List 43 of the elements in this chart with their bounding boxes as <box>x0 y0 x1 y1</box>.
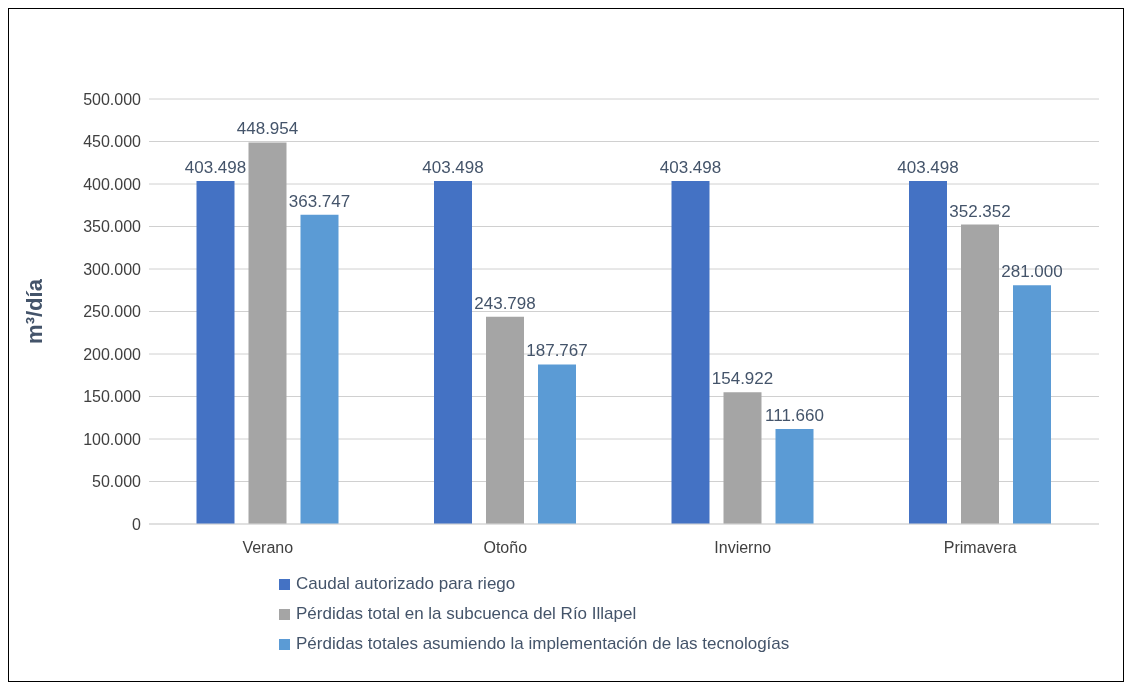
data-label: 281.000 <box>1001 262 1063 282</box>
data-label: 403.498 <box>184 158 247 178</box>
y-tick-label: 100.000 <box>83 430 142 448</box>
data-label: 403.498 <box>659 158 722 178</box>
y-tick-label: 400.000 <box>83 175 142 193</box>
bar <box>723 392 762 524</box>
legend-label: Pérdidas total en la subcuenca del Río Illapel <box>296 604 637 624</box>
bar <box>961 224 999 524</box>
legend-label: Pérdidas totales asumiendo la implementación de las tecnologías <box>296 634 790 654</box>
x-tick-label: Verano <box>242 539 294 557</box>
data-label: 243.798 <box>474 293 536 313</box>
data-label: 363.747 <box>288 191 351 211</box>
x-tick-label: Otoño <box>483 539 528 557</box>
bar <box>775 429 814 524</box>
data-label: 187.767 <box>526 341 588 361</box>
bar <box>486 316 524 524</box>
x-tick-label: Primavera <box>943 539 1017 557</box>
y-tick-label: 150.000 <box>83 388 142 406</box>
y-axis-title: m³/día <box>21 278 47 344</box>
bar <box>1013 285 1051 524</box>
bar <box>434 181 472 524</box>
data-label: 111.660 <box>765 406 824 426</box>
data-label: 352.352 <box>949 201 1011 221</box>
y-tick-label: 250.000 <box>83 303 142 321</box>
y-tick-label: 200.000 <box>83 345 142 363</box>
bar <box>300 214 339 524</box>
data-label: 403.498 <box>897 158 959 178</box>
bar <box>671 181 710 524</box>
bar <box>248 142 287 524</box>
x-tick-label: Invierno <box>714 539 772 557</box>
y-tick-label: 300.000 <box>83 260 142 278</box>
legend-label: Caudal autorizado para riego <box>296 574 516 594</box>
data-label: 448.954 <box>236 119 299 139</box>
y-tick-label: 50.000 <box>92 473 142 491</box>
bar <box>909 181 947 524</box>
data-label: 154.922 <box>711 369 774 389</box>
y-tick-label: 350.000 <box>83 218 142 236</box>
bar <box>538 364 576 524</box>
y-tick-label: 0 <box>132 515 142 533</box>
bar <box>196 181 235 524</box>
y-tick-label: 450.000 <box>83 133 142 151</box>
y-tick-label: 500.000 <box>83 90 142 108</box>
data-label: 403.498 <box>422 158 484 178</box>
